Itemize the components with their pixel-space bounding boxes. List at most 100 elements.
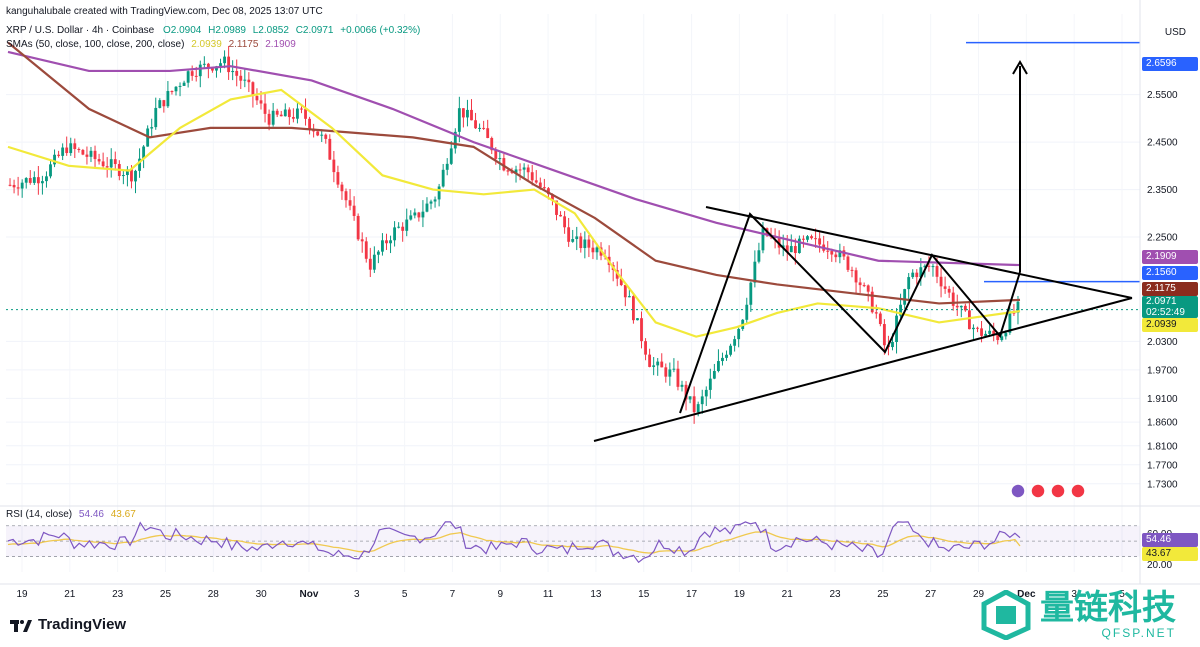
watermark-icon (981, 590, 1031, 640)
sma200-value: 2.1909 (265, 39, 296, 50)
candle-body (198, 64, 202, 77)
candle-body (745, 304, 749, 320)
candle-body (372, 254, 376, 270)
candle-body (328, 138, 332, 160)
breakout-arrow-head (1012, 60, 1028, 75)
candle-body (162, 100, 166, 107)
ohlc-low: L2.0852 (252, 25, 289, 36)
candle-body (862, 285, 866, 287)
candle-body (563, 216, 567, 228)
candle-body (874, 312, 878, 314)
rsi-line (7, 521, 1021, 564)
x-tick-label: 21 (64, 589, 76, 600)
symbol-title[interactable]: XRP / U.S. Dollar · 4h · Coinbase (6, 25, 155, 36)
candle-body (494, 150, 498, 159)
candle-body (919, 267, 923, 278)
candle-body (660, 361, 664, 368)
y-tick-label: 2.0300 (1147, 337, 1178, 348)
currency-label[interactable]: USD (1164, 27, 1186, 38)
candle-body (676, 368, 680, 387)
candle-body (421, 211, 425, 218)
candle-body (409, 215, 413, 220)
candle-body (899, 304, 903, 316)
sma200-line (7, 50, 1021, 267)
candle-body (737, 328, 741, 340)
candle-body (215, 66, 218, 71)
rsi-legend[interactable]: RSI (14, close) 54.46 43.67 (6, 509, 136, 520)
candle-body (356, 215, 360, 240)
candle-body (579, 236, 583, 249)
candle-body (700, 396, 704, 405)
candle-body (283, 109, 287, 117)
candle-body (482, 127, 486, 129)
candle-body (32, 177, 36, 183)
candle-body (202, 63, 206, 65)
candle-body (466, 109, 469, 118)
candle-body (405, 219, 409, 231)
candle-body (712, 371, 716, 379)
candle-body (992, 330, 996, 335)
tradingview-logo[interactable]: TradingView (10, 616, 126, 633)
candle-body (1000, 336, 1004, 341)
candle-body (963, 305, 967, 311)
y-tick-label: 1.7300 (1147, 479, 1178, 490)
x-tick-label: 3 (354, 589, 360, 600)
candle-body (130, 169, 133, 182)
candle-body (109, 159, 113, 168)
candle-body (275, 110, 279, 115)
candle-body (749, 282, 753, 305)
candle-body (587, 239, 591, 248)
candle-body (316, 131, 320, 136)
x-tick-label: 17 (686, 589, 698, 600)
candle-body (656, 361, 660, 366)
candle-body (101, 161, 105, 167)
candles-layer (8, 45, 1020, 424)
candle-body (891, 342, 894, 348)
candle-body (360, 239, 364, 242)
candle-body (296, 108, 299, 119)
candle-body (640, 318, 643, 342)
candle-body (846, 256, 850, 270)
candle-body (417, 212, 421, 218)
candle-body (733, 339, 737, 346)
candle-body (591, 247, 595, 253)
candle-body (457, 108, 461, 132)
candle-body (425, 203, 429, 212)
candle-body (308, 118, 311, 129)
last-price: 2.0971 (1146, 296, 1177, 307)
candle-body (376, 251, 380, 255)
bar-countdown: 02:52:49 (1146, 307, 1185, 318)
candle-body (988, 330, 992, 334)
candle-body (287, 109, 291, 118)
x-tick-label: 29 (973, 589, 985, 600)
candle-body (340, 184, 344, 192)
candle-body (89, 150, 93, 157)
y-tick-label: 1.7700 (1147, 460, 1178, 471)
x-tick-label: 5 (402, 589, 408, 600)
wave-zigzag (679, 212, 1021, 414)
x-tick-label: 28 (208, 589, 220, 600)
ohlc-open: O2.0904 (163, 25, 202, 36)
candle-body (866, 285, 870, 292)
sma-label: SMAs (50, close, 100, close, 200, close) (6, 39, 185, 50)
y-tick-label: 1.9700 (1147, 365, 1178, 376)
candle-body (878, 313, 882, 325)
sma50-price-tag: 2.0939 (1142, 318, 1198, 332)
candle-body (352, 205, 356, 216)
sma-layer (7, 41, 1021, 338)
candle-body (453, 131, 457, 149)
candle-body (255, 95, 259, 101)
candle-body (449, 148, 453, 164)
x-tick-label: Nov (300, 589, 319, 600)
candle-body (1016, 301, 1020, 313)
sma100-line (7, 41, 1021, 305)
rsi-ma-line (7, 531, 1021, 554)
candle-body (279, 114, 283, 117)
candle-body (364, 241, 368, 259)
candle-body (154, 107, 158, 128)
y-tick-label: 2.2500 (1147, 233, 1178, 244)
candle-body (85, 154, 89, 157)
candle-body (259, 100, 263, 104)
sma-legend[interactable]: SMAs (50, close, 100, close, 200, close)… (6, 39, 296, 50)
